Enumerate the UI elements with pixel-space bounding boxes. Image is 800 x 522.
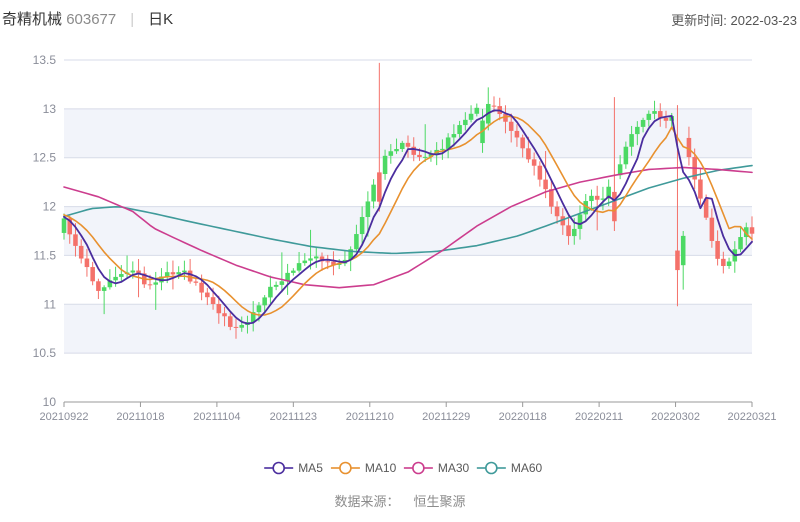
svg-text:12.5: 12.5 bbox=[33, 151, 57, 165]
svg-text:20211104: 20211104 bbox=[193, 411, 240, 423]
svg-text:MA10: MA10 bbox=[365, 461, 397, 475]
svg-text:10.5: 10.5 bbox=[33, 346, 57, 360]
svg-text:MA60: MA60 bbox=[511, 461, 543, 475]
svg-text:13: 13 bbox=[43, 102, 57, 116]
svg-text:20211229: 20211229 bbox=[422, 411, 470, 423]
svg-text:20211123: 20211123 bbox=[270, 411, 317, 423]
svg-text:MA5: MA5 bbox=[298, 461, 323, 475]
svg-text:20211210: 20211210 bbox=[346, 411, 394, 423]
svg-text:12: 12 bbox=[43, 200, 57, 214]
svg-text:11: 11 bbox=[44, 297, 57, 311]
svg-text:13.5: 13.5 bbox=[33, 53, 57, 67]
svg-text:数据来源：恒生聚源: 数据来源： 恒生聚源 bbox=[334, 494, 465, 509]
svg-text:11.5: 11.5 bbox=[34, 248, 57, 262]
svg-text:20211018: 20211018 bbox=[116, 411, 164, 423]
svg-text:20220302: 20220302 bbox=[651, 411, 700, 423]
svg-text:20220118: 20220118 bbox=[499, 411, 547, 423]
svg-text:20220211: 20220211 bbox=[575, 411, 623, 423]
svg-text:20220321: 20220321 bbox=[728, 411, 777, 423]
svg-text:20210922: 20210922 bbox=[40, 411, 89, 423]
svg-text:10: 10 bbox=[43, 395, 57, 409]
svg-text:MA30: MA30 bbox=[438, 461, 470, 475]
